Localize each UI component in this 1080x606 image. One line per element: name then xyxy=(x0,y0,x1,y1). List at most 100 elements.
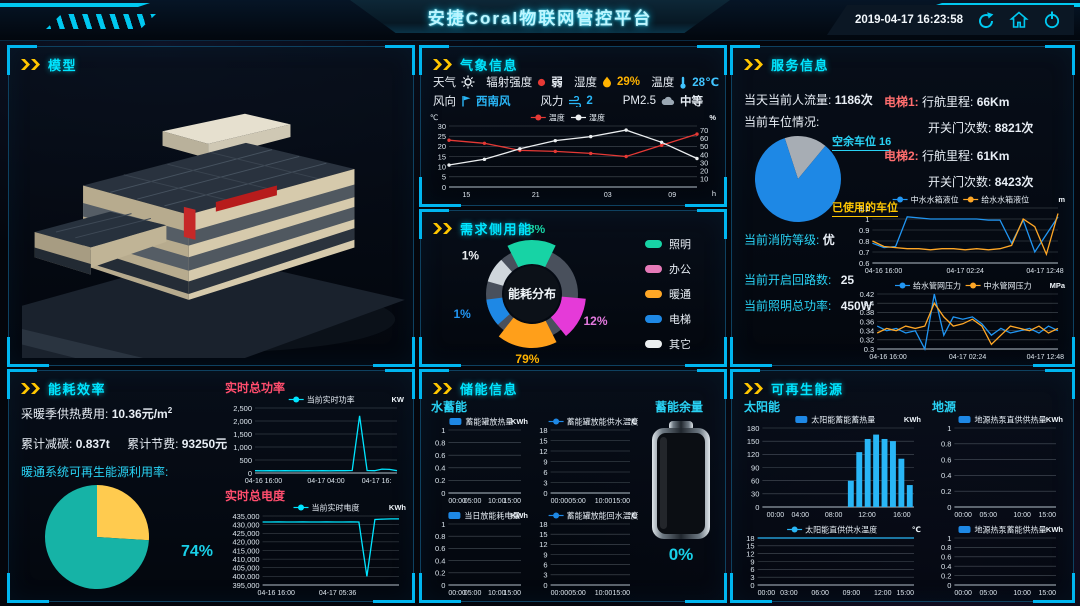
heating-cost-value: 10.36元/m xyxy=(111,407,168,421)
svg-text:2,000: 2,000 xyxy=(233,417,252,426)
panel-efficiency: 能耗效率 采暖季供热费用: 10.36元/m2 累计减碳: 0.837t 累计节… xyxy=(7,369,415,603)
open-circuits-value: 25 xyxy=(840,273,855,287)
svg-text:0.4: 0.4 xyxy=(941,562,951,571)
svg-text:40: 40 xyxy=(700,150,708,159)
svg-text:0.34: 0.34 xyxy=(860,326,875,335)
saving-label: 累计节费: xyxy=(127,437,179,451)
pm25-cloud-icon xyxy=(661,96,675,106)
svg-text:0.6: 0.6 xyxy=(941,553,951,562)
svg-text:0: 0 xyxy=(248,469,252,478)
humidity-label: 湿度 xyxy=(574,77,597,89)
svg-text:18: 18 xyxy=(539,520,547,529)
svg-text:30: 30 xyxy=(700,158,708,167)
radiation-label: 辐射强度 xyxy=(486,77,533,89)
realtime-energy-title: 实时总电度 xyxy=(225,489,286,503)
header-stripes-left xyxy=(46,14,156,29)
svg-text:04-16 16:00: 04-16 16:00 xyxy=(245,478,282,485)
svg-text:太阳能蓄能蓄热量: 太阳能蓄能蓄热量 xyxy=(811,414,875,424)
svg-text:9: 9 xyxy=(750,557,754,566)
svg-text:04:00: 04:00 xyxy=(792,512,810,519)
back-icon[interactable] xyxy=(976,10,996,30)
svg-text:21: 21 xyxy=(532,192,540,199)
radiation-value: 弱 xyxy=(551,77,563,89)
svg-text:00:00: 00:00 xyxy=(551,590,569,597)
svg-text:05:00: 05:00 xyxy=(464,590,482,597)
svg-text:15:00: 15:00 xyxy=(503,590,521,597)
visitor-flow-value: 1186次 xyxy=(834,93,873,107)
svg-text:09:00: 09:00 xyxy=(843,590,861,597)
elevator1-doors-value: 8821次 xyxy=(994,121,1034,135)
weather-field: 辐射强度 弱 xyxy=(486,74,563,90)
svg-text:0.6: 0.6 xyxy=(435,451,445,460)
panel-service-header: 服务信息 xyxy=(732,47,1073,74)
svg-text:KWh: KWh xyxy=(511,417,528,426)
svg-text:79%: 79% xyxy=(515,352,539,363)
svg-text:150: 150 xyxy=(747,437,760,446)
saving-value: 93250元 xyxy=(181,437,228,451)
svg-text:50: 50 xyxy=(700,142,708,151)
panel-service: 服务信息 当天当前人流量: 1186次 当前车位情况: 空余车位 16 已使用的… xyxy=(730,45,1075,367)
svg-text:00:00: 00:00 xyxy=(758,590,776,597)
panel-chevron-icon xyxy=(433,383,442,394)
power-icon[interactable] xyxy=(1042,10,1062,30)
svg-text:12: 12 xyxy=(539,447,547,456)
svg-text:10:00: 10:00 xyxy=(1013,512,1031,519)
carbon-value: 0.837t xyxy=(75,437,110,451)
svg-text:2,500: 2,500 xyxy=(233,404,252,413)
svg-text:420,000: 420,000 xyxy=(232,538,259,547)
svg-text:180: 180 xyxy=(747,424,760,433)
svg-text:KWh: KWh xyxy=(904,415,921,424)
pm25-label: PM2.5 xyxy=(622,95,656,107)
panel-efficiency-header: 能耗效率 xyxy=(9,371,413,398)
legend-item: 其它 xyxy=(645,336,691,352)
svg-text:当前实时功率: 当前实时功率 xyxy=(307,394,355,404)
fire-rating-label: 当前消防等级: xyxy=(744,233,820,247)
water-storage-label: 水蓄能 xyxy=(431,400,468,414)
svg-text:70: 70 xyxy=(700,126,708,135)
legend-swatch xyxy=(645,240,662,248)
weather-field: 天气 xyxy=(433,74,475,90)
legend-label: 其它 xyxy=(669,339,691,351)
fire-rating: 当前消防等级: 优 xyxy=(744,231,835,248)
svg-text:1: 1 xyxy=(441,426,445,435)
lighting-power: 当前照明总功率: 450W xyxy=(744,297,872,314)
svg-text:1,500: 1,500 xyxy=(233,430,252,439)
parking-used-label: 已使用的车位 xyxy=(832,199,898,217)
svg-text:9: 9 xyxy=(543,457,547,466)
legend-item: 暖通 xyxy=(645,286,691,302)
svg-text:太阳能直供供水温度: 太阳能直供供水温度 xyxy=(805,524,877,534)
svg-text:0.8: 0.8 xyxy=(859,237,869,246)
panel-weather-header: 气象信息 xyxy=(421,47,725,74)
svg-text:60: 60 xyxy=(751,476,759,485)
svg-text:蓄能罐放能供水温度: 蓄能罐放能供水温度 xyxy=(567,416,638,426)
svg-text:6: 6 xyxy=(750,565,754,574)
tank-level-chart: 1.1 1 0.9 0.8 0.7 0.6 04-16 16:00 04-17 02:24 04… xyxy=(850,193,1066,275)
svg-text:15: 15 xyxy=(438,152,446,161)
temp-label: 温度 xyxy=(651,77,675,89)
svg-text:0.8: 0.8 xyxy=(435,438,445,447)
wind-icon xyxy=(569,95,582,107)
svg-text:0.38: 0.38 xyxy=(860,308,875,317)
storage-remaining-label: 蓄能余量 xyxy=(655,400,704,414)
humidity-icon xyxy=(603,76,611,88)
weather-trend-chart: 30 25 20 15 10 5 0 70 60 50 40 30 20 10 15 21 03 09 h ℃% 温度湿… xyxy=(429,111,717,199)
battery-icon xyxy=(652,421,710,539)
lighting-power-label: 当前照明总功率: xyxy=(744,299,832,313)
app-title-plate: 安捷Coral物联网管控平台 xyxy=(350,0,730,33)
svg-text:15:00: 15:00 xyxy=(503,498,521,505)
solar-heat-bar-chart: 180 150 120 90 60 30 0 00:00 04:00 08:00 12:00 16:0… xyxy=(740,413,922,519)
svg-text:0: 0 xyxy=(750,581,754,590)
svg-text:0.36: 0.36 xyxy=(860,317,875,326)
svg-text:3: 3 xyxy=(543,571,547,580)
wind-direction-icon xyxy=(462,96,471,107)
svg-text:20: 20 xyxy=(438,142,446,151)
svg-text:0.8: 0.8 xyxy=(941,543,951,552)
svg-text:KWh: KWh xyxy=(1046,415,1063,424)
panel-renewable-title: 可再生能源 xyxy=(771,382,844,397)
svg-text:0.4: 0.4 xyxy=(435,464,445,473)
home-icon[interactable] xyxy=(1009,10,1029,30)
svg-text:03:00: 03:00 xyxy=(780,590,798,597)
parking-free-label: 空余车位 16 xyxy=(832,133,892,151)
elevator1-label: 电梯1: xyxy=(884,95,919,109)
door-count-label: 开关门次数: xyxy=(928,175,992,189)
